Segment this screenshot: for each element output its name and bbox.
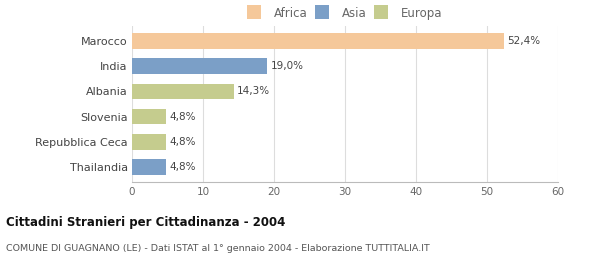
Text: 19,0%: 19,0%	[271, 61, 304, 71]
Bar	[132, 33, 504, 49]
Bar	[132, 83, 233, 99]
Text: 4,8%: 4,8%	[170, 112, 196, 122]
Text: 14,3%: 14,3%	[237, 86, 270, 96]
Legend: Africa, Asia, Europa: Africa, Asia, Europa	[244, 4, 446, 24]
Text: 4,8%: 4,8%	[170, 137, 196, 147]
Bar	[132, 109, 166, 125]
Bar	[132, 134, 166, 150]
Text: 52,4%: 52,4%	[508, 36, 541, 46]
Text: Cittadini Stranieri per Cittadinanza - 2004: Cittadini Stranieri per Cittadinanza - 2…	[6, 216, 286, 229]
Bar	[132, 159, 166, 175]
Text: 4,8%: 4,8%	[170, 162, 196, 172]
Bar	[132, 58, 267, 74]
Text: COMUNE DI GUAGNANO (LE) - Dati ISTAT al 1° gennaio 2004 - Elaborazione TUTTITALI: COMUNE DI GUAGNANO (LE) - Dati ISTAT al …	[6, 244, 430, 254]
